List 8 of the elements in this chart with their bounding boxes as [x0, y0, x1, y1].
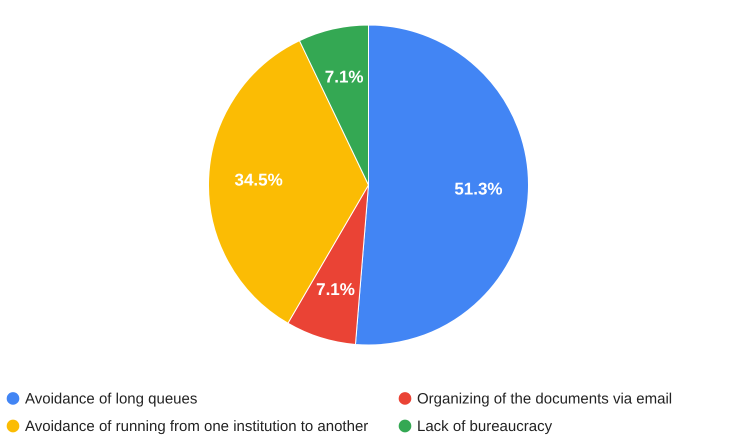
legend-label: Organizing of the documents via email	[417, 390, 672, 408]
data-label: 7.1%	[324, 68, 364, 87]
data-label: 34.5%	[234, 170, 283, 190]
data-label: 7.1%	[316, 280, 355, 299]
data-label: 51.3%	[454, 179, 503, 198]
legend-label: Lack of bureaucracy	[417, 418, 553, 435]
legend-label: Avoidance of running from one institution to another	[25, 418, 368, 435]
legend-label: Avoidance of long queues	[25, 390, 198, 408]
